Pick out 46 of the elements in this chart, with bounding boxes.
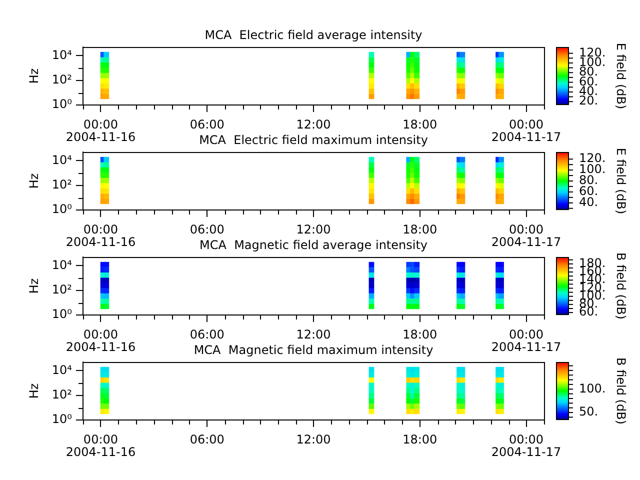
chart-title: MCA Electric field average intensity <box>204 28 422 42</box>
y-tick-label: 10² <box>52 72 72 86</box>
y-axis-title: Hz <box>27 68 42 84</box>
x-tick-label: 00:00 2004-11-16 <box>66 327 136 354</box>
x-tick-label: 06:00 <box>190 222 224 236</box>
color-bar-label: 50. <box>579 404 598 419</box>
x-tick-label: 00:00 2004-11-16 <box>66 222 136 250</box>
x-tick-label: 00:00 2004-11-17 <box>491 432 562 460</box>
y-tick-label: 10⁴ <box>52 48 72 62</box>
y-tick-label: 10² <box>52 282 72 296</box>
y-tick-label: 10⁴ <box>52 362 72 377</box>
y-tick-label: 10⁴ <box>52 152 72 167</box>
color-bar-label: 100. <box>579 381 606 396</box>
x-tick-label: 00:00 2004-11-16 <box>66 432 136 460</box>
x-tick-label: 18:00 <box>402 222 438 236</box>
chart-title: MCA Magnetic field maximum intensity <box>194 343 434 357</box>
y-tick-label: 10⁰ <box>52 97 72 112</box>
y-tick-label: 10⁴ <box>52 258 72 272</box>
x-tick-label: 18:00 <box>402 327 438 342</box>
x-tick-label: 00:00 2004-11-17 <box>491 327 562 354</box>
y-tick-label: 10⁰ <box>52 202 72 216</box>
color-bar-title: B field (dB) <box>614 252 628 320</box>
x-tick-label: 12:00 <box>296 432 331 446</box>
x-tick-label: 00:00 2004-11-17 <box>491 117 562 144</box>
x-tick-label: 12:00 <box>296 327 331 342</box>
y-axis-title: Hz <box>27 278 42 294</box>
y-tick-label: 10² <box>52 387 72 402</box>
x-tick-label: 06:00 <box>190 432 224 446</box>
y-tick-label: 10⁰ <box>52 412 72 426</box>
color-bar-title: E field (dB) <box>614 42 628 110</box>
y-axis-title: Hz <box>27 383 42 399</box>
x-tick-label: 00:00 2004-11-17 <box>491 222 562 250</box>
color-bar-title: E field (dB) <box>614 148 628 214</box>
x-tick-label: 12:00 <box>296 222 331 236</box>
chart-title: MCA Magnetic field average intensity <box>199 238 428 252</box>
x-tick-label: 06:00 <box>190 117 224 132</box>
x-tick-label: 06:00 <box>190 327 224 342</box>
x-tick-label: 18:00 <box>402 117 438 132</box>
color-bar-title: B field (dB) <box>614 358 628 424</box>
chart-title: MCA Electric field maximum intensity <box>199 133 428 147</box>
y-tick-label: 10⁰ <box>52 307 72 322</box>
y-axis-title: Hz <box>27 173 42 189</box>
x-tick-label: 12:00 <box>296 117 331 132</box>
x-tick-label: 00:00 2004-11-16 <box>66 117 136 144</box>
y-tick-label: 10² <box>52 177 72 192</box>
x-tick-label: 18:00 <box>402 432 438 446</box>
